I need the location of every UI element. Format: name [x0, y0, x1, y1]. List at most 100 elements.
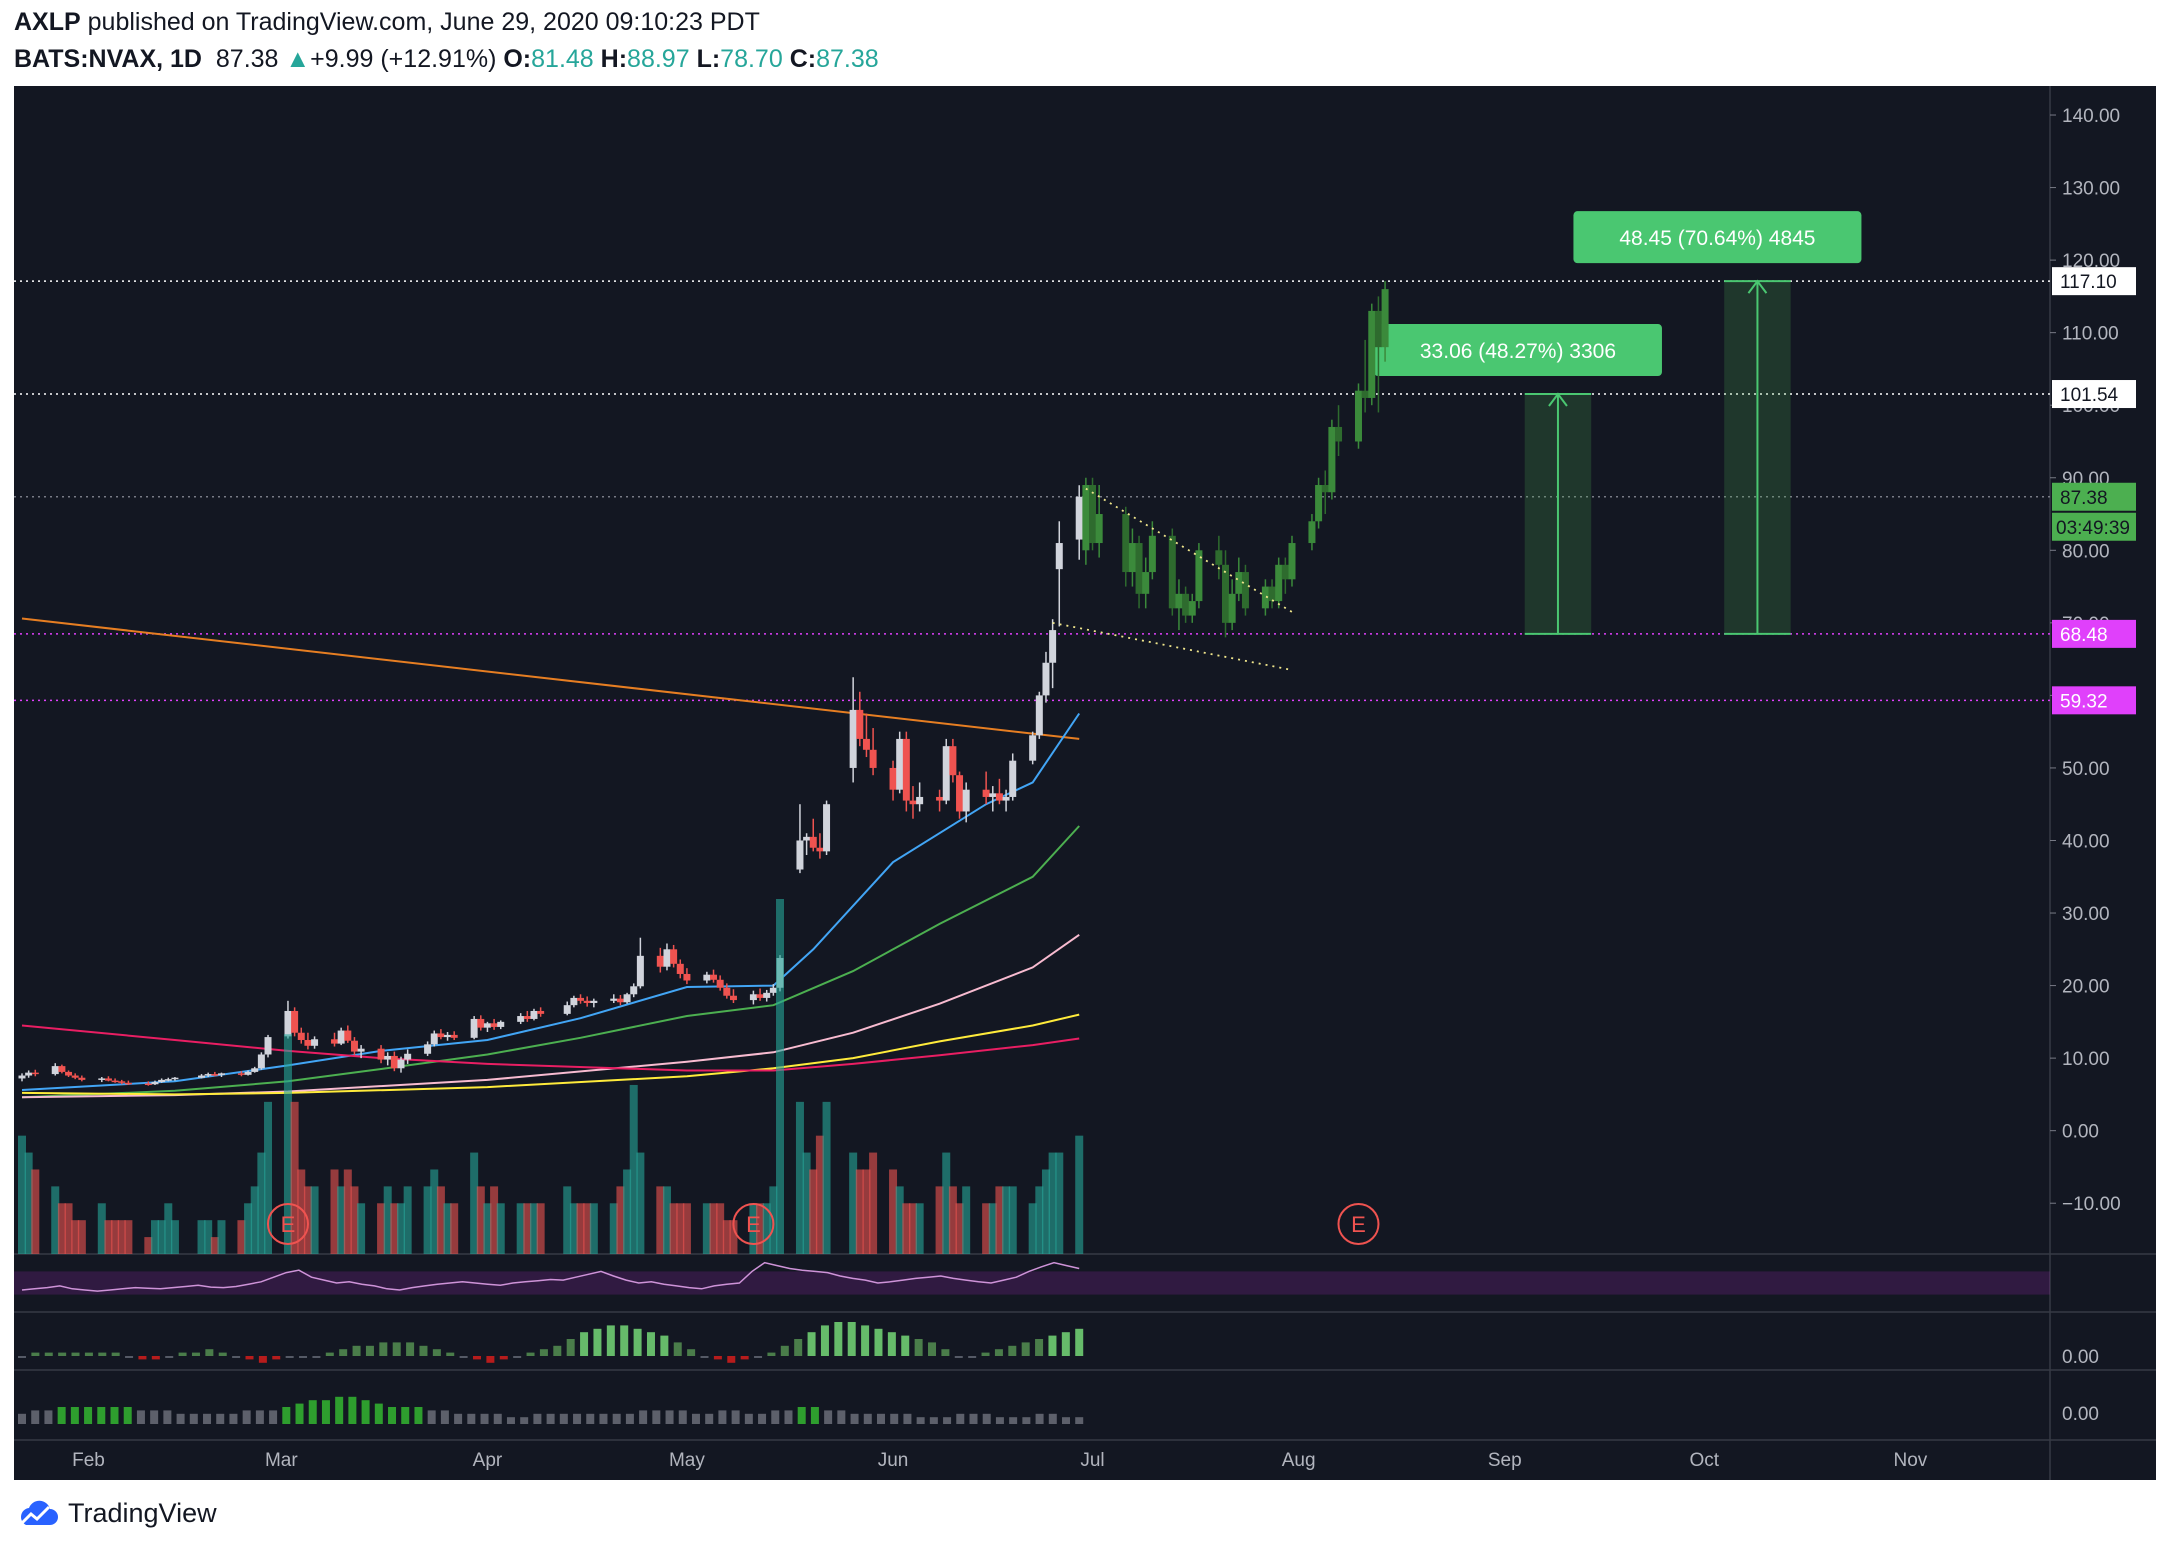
- volume-bar: [297, 1169, 306, 1254]
- volume-bar: [822, 1101, 831, 1254]
- bottom-histogram-bar: [1048, 1413, 1057, 1424]
- volume-bar: [955, 1203, 964, 1254]
- moving-average-ema20: [21, 712, 1081, 1091]
- candle: [942, 746, 950, 801]
- volume-bar: [350, 1186, 359, 1254]
- candle: [902, 738, 910, 801]
- candle: [291, 1010, 299, 1033]
- momentum-bar: [847, 1322, 856, 1356]
- volume-bar: [895, 1186, 904, 1254]
- candle: [729, 995, 737, 1001]
- volume-bar: [623, 1169, 632, 1254]
- bottom-histogram-bar: [216, 1413, 225, 1424]
- bottom-histogram-bar: [665, 1410, 674, 1424]
- candle: [304, 1039, 312, 1046]
- volume-bar: [64, 1203, 73, 1254]
- momentum-bar: [727, 1356, 736, 1363]
- volume-bar: [676, 1203, 685, 1254]
- trend-line: [21, 617, 1080, 740]
- momentum-bar: [138, 1356, 147, 1360]
- bottom-histogram-bar: [652, 1410, 661, 1424]
- candle: [497, 1021, 505, 1027]
- volume-bar: [197, 1220, 206, 1254]
- bottom-histogram-bar: [321, 1400, 330, 1424]
- price-label-box: [2052, 267, 2136, 296]
- momentum-bar: [874, 1328, 883, 1356]
- projection-bar: [1089, 485, 1097, 544]
- candle: [31, 1072, 39, 1075]
- open-label: O:: [503, 45, 532, 73]
- projection-bar: [1261, 586, 1269, 609]
- close-value: 87.38: [816, 45, 879, 73]
- volume-bar: [1035, 1186, 1044, 1254]
- momentum-bar: [473, 1356, 482, 1360]
- candle: [111, 1080, 119, 1083]
- candle: [151, 1082, 159, 1085]
- candle: [1055, 543, 1063, 570]
- volume-bar: [390, 1203, 399, 1254]
- volume-bar: [403, 1186, 412, 1254]
- candle: [204, 1074, 212, 1076]
- volume-bar: [536, 1203, 545, 1254]
- projection-bar: [1135, 543, 1143, 594]
- measure-arrow-head-icon: [1747, 279, 1768, 294]
- volume-bar: [709, 1203, 718, 1254]
- momentum-bar: [981, 1352, 990, 1356]
- candle: [636, 955, 644, 987]
- momentum-bar: [673, 1342, 682, 1356]
- bottom-histogram-bar: [18, 1413, 26, 1424]
- volume-bar: [869, 1152, 878, 1254]
- volume-bar: [749, 1203, 758, 1254]
- x-tick-label: Jul: [1080, 1450, 1104, 1471]
- y-tick-label: 40.00: [2062, 831, 2110, 852]
- momentum-bar: [205, 1349, 214, 1356]
- volume-bar: [1002, 1186, 1011, 1254]
- momentum-bar: [71, 1352, 80, 1356]
- bottom-histogram-bar: [1022, 1417, 1031, 1424]
- projection-bar: [1128, 543, 1136, 573]
- volume-bar: [815, 1135, 824, 1254]
- bottom-histogram-bar: [150, 1410, 159, 1424]
- volume-bar: [430, 1169, 439, 1254]
- candle: [217, 1073, 225, 1075]
- candle: [656, 955, 664, 967]
- price-chart[interactable]: 140.00130.00120.00110.00100.0090.0080.00…: [14, 86, 2156, 1480]
- candle: [537, 1010, 545, 1014]
- bottom-histogram-bar: [678, 1410, 687, 1424]
- momentum-bar: [994, 1349, 1003, 1356]
- volume-bar: [330, 1169, 339, 1254]
- volume-bar: [24, 1152, 33, 1254]
- candle: [164, 1079, 172, 1081]
- volume-bar: [157, 1220, 166, 1254]
- x-tick-label: Jun: [878, 1450, 909, 1471]
- projection-bar: [1321, 485, 1329, 493]
- momentum-bar: [272, 1356, 281, 1360]
- candle: [311, 1039, 319, 1046]
- momentum-bar: [941, 1349, 950, 1356]
- volume-bar: [217, 1220, 226, 1254]
- candle: [703, 974, 711, 981]
- bottom-histogram-bar: [718, 1410, 727, 1424]
- candle: [989, 793, 997, 797]
- projection-bar: [1195, 550, 1203, 602]
- candle: [237, 1073, 245, 1075]
- candle: [78, 1077, 86, 1080]
- bottom-histogram-bar: [203, 1413, 212, 1424]
- volume-bar: [144, 1237, 153, 1254]
- volume-bar: [1075, 1135, 1084, 1254]
- candle: [749, 994, 757, 1001]
- bottom-histogram-bar: [348, 1396, 357, 1424]
- moving-average-ema100: [21, 933, 1080, 1099]
- candle: [490, 1023, 498, 1027]
- volume-bar: [935, 1186, 944, 1254]
- candle: [331, 1039, 339, 1044]
- projection-bar: [1328, 426, 1336, 493]
- volume-bar: [589, 1203, 598, 1254]
- candle: [630, 986, 638, 995]
- bottom-histogram-bar: [361, 1400, 370, 1424]
- chart-area[interactable]: 140.00130.00120.00110.00100.0090.0080.00…: [14, 86, 2156, 1480]
- momentum-bar: [901, 1335, 910, 1356]
- candle: [124, 1082, 132, 1085]
- volume-bar: [237, 1220, 246, 1254]
- momentum-bar: [285, 1356, 294, 1358]
